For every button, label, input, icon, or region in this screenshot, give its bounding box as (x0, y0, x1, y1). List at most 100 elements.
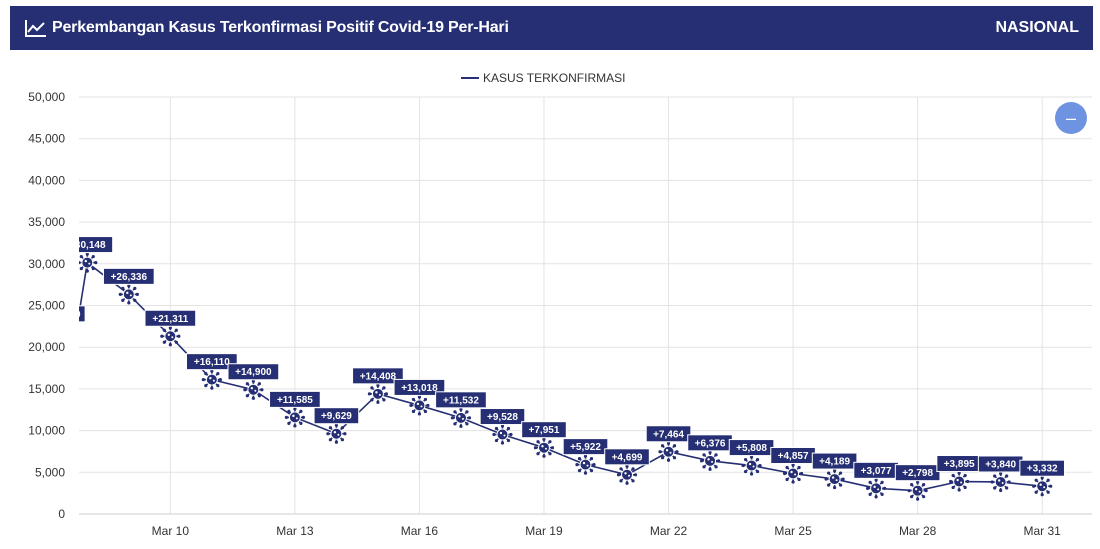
data-point (824, 468, 845, 490)
data-label-text: +14,408 (360, 371, 397, 382)
page-title: Perkembangan Kasus Terkonfirmasi Positif… (52, 19, 509, 36)
data-label-box (313, 407, 360, 425)
data-label-box (811, 452, 858, 470)
y-tick-label: 50,000 (28, 90, 65, 104)
data-label-text: +30,148 (69, 240, 106, 251)
data-point (533, 437, 555, 458)
data-label: +5,808 (728, 439, 775, 457)
data-label-text: +2,798 (902, 468, 933, 479)
data-label: +4,189 (811, 452, 858, 470)
data-label: +13,018 (393, 378, 446, 396)
x-tick-label: Mar 28 (899, 524, 937, 538)
data-label-box (604, 448, 650, 466)
data-label-text: +4,699 (612, 452, 643, 463)
data-label: +2,798 (894, 464, 941, 482)
y-tick-label: 45,000 (28, 132, 65, 146)
data-label-text: +3,840 (985, 459, 1016, 470)
plot-area: 80 +30,148 +26,336 +21,311 +16,110 +14,900 +11… (69, 236, 1065, 501)
x-tick-label: Mar 10 (152, 524, 190, 538)
data-label: +3,332 (1019, 459, 1065, 477)
data-label: +11,532 (435, 391, 487, 409)
line-chart: 0 5,000 10,000 15,000 20,000 25,000 30,000 35,0… (28, 71, 1092, 538)
data-label-box (435, 391, 487, 409)
x-tick-label: Mar 31 (1024, 524, 1062, 538)
zoom-out-button[interactable]: – (1055, 102, 1087, 134)
data-label-text: +3,077 (861, 466, 892, 477)
data-point (575, 454, 596, 475)
y-tick-label: 0 (58, 507, 65, 521)
y-tick-label: 5,000 (35, 465, 65, 479)
data-label-text: +13,018 (401, 383, 438, 394)
data-point (409, 395, 430, 416)
data-label-box (227, 363, 280, 381)
data-label: +6,376 (687, 434, 733, 452)
y-tick-label: 35,000 (28, 215, 65, 229)
scope-label: NASIONAL (995, 19, 1079, 36)
y-tick-label: 20,000 (28, 340, 65, 354)
data-label-text: +5,922 (570, 442, 601, 453)
data-label-text: 80 (69, 309, 81, 320)
data-label-text: +11,585 (277, 395, 313, 406)
data-label-box (393, 378, 446, 396)
data-label-box (186, 353, 238, 371)
data-label-text: +3,332 (1027, 464, 1058, 475)
data-label-box (521, 421, 567, 439)
data-point (741, 455, 762, 476)
data-label-text: +4,857 (778, 451, 809, 462)
data-point (699, 450, 721, 471)
data-label-box (894, 464, 941, 482)
x-tick-label: Mar 16 (401, 524, 439, 538)
data-point (367, 383, 389, 404)
data-label: +9,528 (479, 408, 526, 426)
data-label: +5,922 (562, 438, 609, 456)
chart-header: Perkembangan Kasus Terkonfirmasi Positif… (10, 6, 1093, 50)
data-point (616, 464, 638, 485)
data-label-text: +3,895 (944, 459, 975, 470)
y-tick-label: 30,000 (28, 257, 65, 271)
data-label-box (645, 425, 692, 443)
data-label-text: +26,336 (111, 272, 148, 283)
data-point (326, 423, 347, 444)
data-point (450, 407, 472, 428)
series-line (79, 261, 1043, 492)
data-label-box (479, 408, 526, 426)
data-label-text: +9,629 (321, 411, 352, 422)
x-tick-label: Mar 22 (650, 524, 688, 538)
data-label-box (269, 390, 321, 408)
data-label-box (1019, 459, 1065, 477)
data-label: +4,699 (604, 448, 650, 466)
data-label-text: +4,189 (819, 457, 850, 468)
data-label: +7,951 (521, 421, 567, 439)
data-label-text: +16,110 (194, 357, 230, 368)
data-label: +21,311 (144, 309, 197, 327)
y-tick-label: 10,000 (28, 424, 65, 438)
y-tick-label: 15,000 (28, 382, 65, 396)
data-label-text: +6,376 (695, 438, 726, 449)
data-label-text: +5,808 (736, 443, 767, 454)
data-label: +30,148 (69, 236, 114, 254)
data-point (866, 478, 887, 499)
data-point (907, 480, 928, 501)
data-label: +7,464 (645, 425, 692, 443)
x-tick-label: Mar 25 (774, 524, 812, 538)
data-label: +3,840 (977, 455, 1024, 473)
data-label-box (79, 305, 86, 323)
minus-icon: – (1065, 107, 1076, 128)
data-label-text: +7,464 (653, 429, 684, 440)
data-label-text: +7,951 (529, 425, 560, 436)
data-point (160, 326, 181, 347)
data-point (1032, 476, 1053, 497)
data-label: +11,585 (269, 390, 321, 408)
data-point (118, 284, 139, 305)
data-label: +4,857 (770, 446, 816, 464)
data-point (782, 463, 804, 484)
data-label: +9,629 (313, 407, 360, 425)
data-point (990, 471, 1011, 493)
data-label-box (352, 367, 404, 385)
data-label-box (79, 236, 114, 254)
data-label-text: +14,900 (235, 367, 272, 378)
data-point (243, 379, 264, 400)
x-tick-label: Mar 19 (525, 524, 563, 538)
data-label-text: +21,311 (152, 314, 188, 325)
data-point (201, 369, 222, 390)
